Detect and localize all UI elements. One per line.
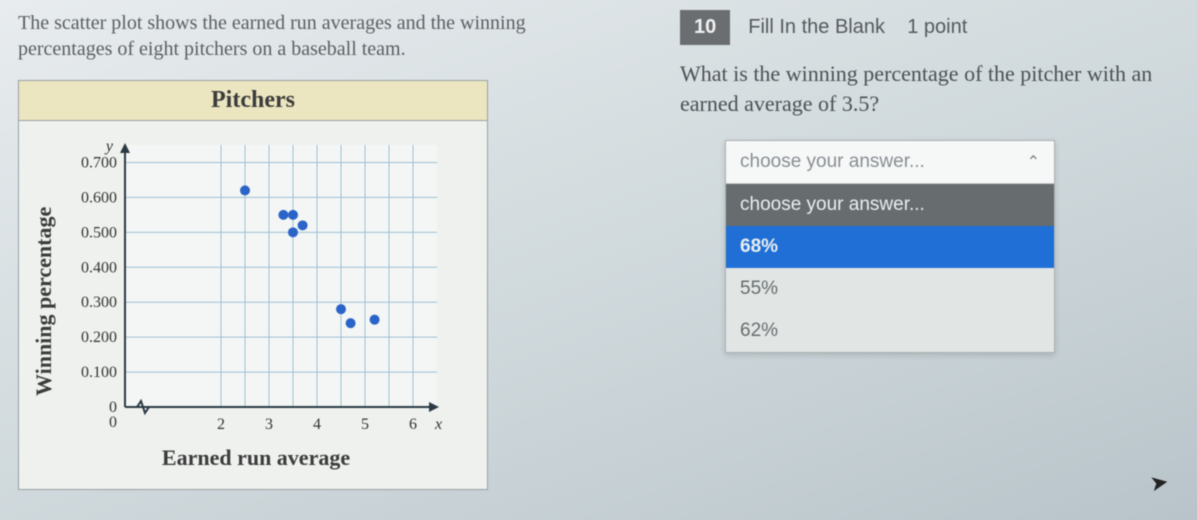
question-type: Fill In the Blank [748, 16, 885, 38]
svg-text:0.300: 0.300 [81, 294, 117, 311]
svg-text:0.200: 0.200 [81, 329, 117, 346]
question-type-label: Fill In the Blank 1 point [748, 16, 967, 39]
svg-text:0.100: 0.100 [81, 364, 117, 381]
chevron-up-icon: ⌃ [1027, 152, 1040, 172]
question-text: What is the winning percentage of the pi… [680, 59, 1197, 118]
scatter-plot: y x 0 0.100 0.200 0.300 0.400 0.500 0.600 0.700 2 3… [61, 131, 451, 441]
svg-text:y: y [104, 138, 114, 155]
svg-text:5: 5 [361, 416, 369, 433]
chart-title: Pitchers [19, 81, 487, 121]
svg-text:0.700: 0.700 [81, 154, 117, 171]
svg-text:2: 2 [217, 416, 225, 433]
x-axis-title: Earned run average [61, 445, 451, 471]
dropdown-option[interactable]: 62% [726, 310, 1054, 352]
question-points: 1 point [907, 16, 967, 38]
y-axis-title: Winning percentage [27, 131, 61, 471]
question-header: 10 Fill In the Blank 1 point [680, 10, 1197, 45]
cursor-icon: ➤ [1148, 469, 1171, 498]
scatter-chart-card: Pitchers Winning percentage y x 0 0.100 0.20… [18, 80, 488, 490]
dropdown-option-header[interactable]: choose your answer... [726, 184, 1054, 226]
svg-text:0.400: 0.400 [81, 259, 117, 276]
svg-text:x: x [434, 416, 442, 433]
question-number-badge: 10 [680, 10, 730, 45]
svg-text:4: 4 [313, 416, 321, 433]
dropdown-placeholder: choose your answer... [740, 151, 925, 173]
svg-text:0.500: 0.500 [81, 224, 117, 241]
svg-text:0.600: 0.600 [81, 189, 117, 206]
problem-prompt: The scatter plot shows the earned run av… [18, 10, 572, 62]
answer-dropdown[interactable]: choose your answer... ⌃ choose your answ… [725, 140, 1055, 353]
svg-text:3: 3 [265, 416, 273, 433]
dropdown-option[interactable]: 55% [726, 268, 1054, 310]
svg-text:0: 0 [109, 414, 117, 431]
dropdown-selected-row[interactable]: choose your answer... ⌃ [726, 141, 1054, 184]
dropdown-option[interactable]: 68% [726, 226, 1054, 268]
svg-text:6: 6 [409, 416, 417, 433]
